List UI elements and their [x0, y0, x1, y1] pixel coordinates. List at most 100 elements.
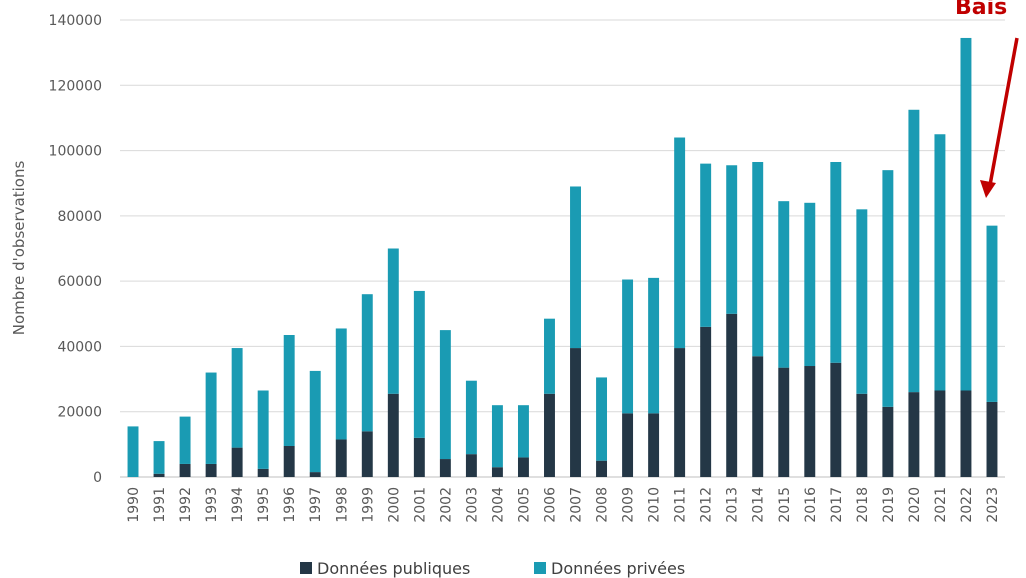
- bars: [127, 37, 998, 477]
- y-axis-label: Nombre d'observations: [10, 161, 28, 336]
- bar-private: [231, 348, 243, 448]
- x-tick-label: 2000: [386, 487, 402, 523]
- x-tick-label: 2022: [959, 487, 975, 523]
- bar-public: [257, 468, 269, 477]
- bar-public: [934, 390, 946, 477]
- x-tick-label: 1992: [178, 487, 194, 523]
- x-tick-label: 2014: [751, 487, 767, 523]
- legend-label: Données publiques: [317, 559, 470, 578]
- bar-private: [882, 170, 894, 407]
- x-tick-label: 2019: [881, 487, 897, 523]
- x-tick-label: 1991: [152, 487, 168, 523]
- bar-private: [491, 405, 503, 468]
- bar-private: [257, 390, 269, 469]
- bar-public: [205, 463, 217, 477]
- bar-public: [361, 431, 373, 477]
- bar-private: [726, 165, 738, 314]
- bar-private: [387, 248, 399, 394]
- bar-public: [231, 447, 243, 477]
- annotation-text: Bais: [955, 0, 1007, 20]
- x-tick-label: 1994: [230, 487, 246, 523]
- bar-public: [700, 326, 712, 477]
- bar-public: [804, 366, 816, 477]
- bar-public: [335, 439, 347, 477]
- x-tick-label: 2001: [412, 487, 428, 523]
- legend-swatch: [300, 562, 312, 574]
- y-tick-label: 20000: [57, 405, 102, 421]
- bar-public: [830, 362, 842, 477]
- bar-private: [544, 318, 555, 394]
- bar-public: [778, 367, 790, 477]
- annotation-arrow-line: [988, 37, 1019, 186]
- bar-private: [596, 377, 608, 461]
- y-tick-label: 60000: [57, 274, 102, 290]
- x-tick-label: 1993: [204, 487, 220, 523]
- bar-public: [986, 401, 998, 477]
- x-tick-label: 1990: [126, 487, 142, 523]
- x-tick-label: 1997: [308, 487, 324, 523]
- bar-public: [309, 472, 321, 477]
- x-tick-label: 2017: [829, 487, 845, 523]
- bar-private: [752, 161, 764, 357]
- x-tick-label: 2020: [907, 487, 923, 523]
- bar-private: [517, 405, 529, 458]
- bar-private: [700, 163, 712, 327]
- x-tick-label: 2023: [985, 487, 1001, 523]
- bar-public: [153, 473, 165, 477]
- bar-private: [309, 370, 321, 473]
- y-axis-ticks: 0 20000 40000 60000 80000 100000 120000 140000: [49, 13, 102, 486]
- x-tick-label: 2015: [777, 487, 793, 523]
- x-tick-label: 1999: [360, 487, 376, 523]
- y-tick-label: 80000: [57, 209, 102, 225]
- bar-private: [804, 202, 816, 367]
- x-tick-label: 2005: [516, 487, 532, 523]
- x-tick-label: 1995: [256, 487, 272, 523]
- x-tick-label: 2004: [490, 487, 506, 523]
- x-tick-label: 2009: [621, 487, 637, 523]
- bar-private: [465, 380, 477, 455]
- x-tick-label: 2003: [464, 487, 480, 523]
- x-tick-label: 2002: [438, 487, 454, 523]
- bar-public: [882, 406, 894, 477]
- bar-public: [856, 393, 868, 477]
- x-tick-label: 2018: [855, 487, 871, 523]
- y-tick-label: 0: [93, 470, 102, 486]
- bar-private: [361, 294, 373, 432]
- bar-public: [622, 413, 634, 477]
- x-tick-label: 1998: [334, 487, 350, 523]
- x-tick-label: 2008: [595, 487, 611, 523]
- bar-public: [726, 313, 738, 477]
- x-tick-label: 2013: [725, 487, 741, 523]
- bar-public: [648, 413, 660, 477]
- bar-private: [986, 225, 998, 402]
- bar-private: [205, 372, 217, 464]
- bar-public: [908, 392, 920, 477]
- x-tick-label: 2011: [673, 487, 689, 523]
- bar-private: [856, 209, 868, 394]
- bar-private: [283, 335, 295, 446]
- x-tick-label: 2007: [569, 487, 585, 523]
- bar-private: [674, 137, 686, 349]
- bar-public: [960, 390, 972, 477]
- bar-private: [830, 161, 842, 363]
- bar-public: [517, 457, 529, 477]
- bar-private: [179, 416, 191, 464]
- bar-private: [960, 37, 972, 391]
- bar-public: [439, 459, 451, 477]
- legend-label: Données privées: [551, 559, 685, 578]
- bar-public: [465, 454, 477, 477]
- x-tick-label: 2016: [803, 487, 819, 523]
- legend: Données publiques Données privées: [300, 559, 685, 578]
- bar-private: [908, 109, 920, 393]
- bar-public: [596, 460, 608, 477]
- y-tick-label: 40000: [57, 339, 102, 355]
- bar-private: [570, 186, 581, 349]
- bar-private: [622, 279, 634, 414]
- bar-public: [674, 348, 686, 477]
- bar-public: [387, 393, 399, 477]
- bar-public: [752, 356, 764, 477]
- bar-private: [335, 328, 347, 440]
- bar-public: [544, 393, 555, 477]
- gridlines: [120, 19, 1005, 478]
- x-tick-label: 2021: [933, 487, 949, 523]
